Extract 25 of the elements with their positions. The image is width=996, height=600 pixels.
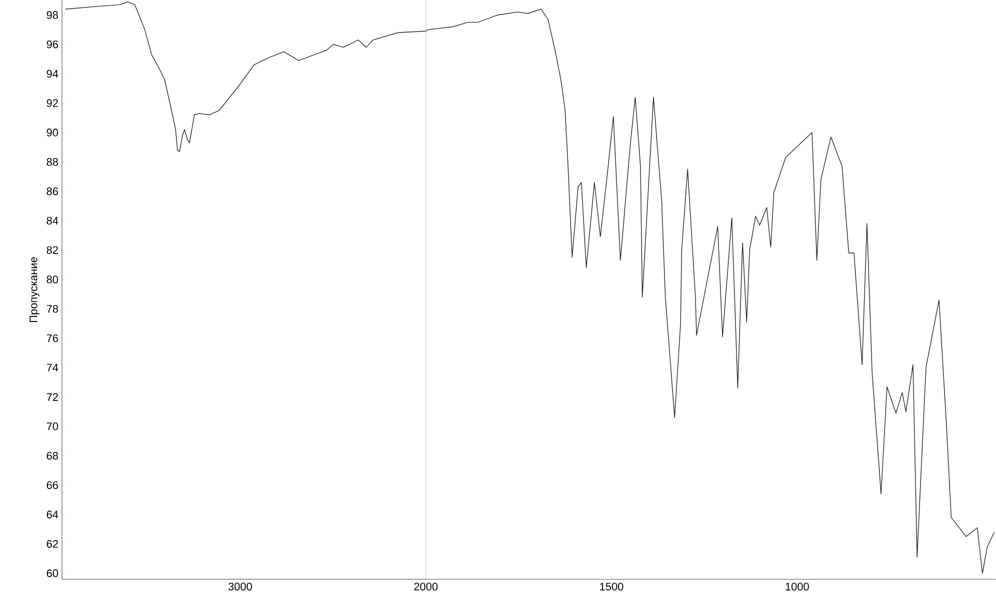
y-tick-label: 70 [46,422,58,430]
y-tick-label: 96 [46,40,58,48]
y-tick-label: 82 [46,246,58,254]
y-tick-label: 94 [46,70,58,78]
y-tick-label: 80 [46,276,58,284]
x-tick-label: 1500 [600,582,624,590]
x-tick-label: 1000 [786,582,809,590]
y-tick-label: 90 [46,128,58,136]
y-axis-title: Пропускание [30,257,40,322]
y-tick-label: 64 [46,510,58,518]
y-tick-label: 92 [46,99,58,107]
y-tick-label: 84 [46,216,58,224]
y-tick-label: 88 [46,158,58,166]
y-tick-label: 60 [46,569,58,578]
y-tick-label: 98 [46,11,58,19]
x-tick-label: 2000 [414,582,438,590]
y-tick-label: 78 [46,304,58,313]
y-tick-label: 74 [46,364,58,372]
x-tick-label: 3000 [228,582,252,590]
y-tick-label: 66 [46,481,58,489]
y-tick-label: 72 [46,393,58,401]
y-tick-label: 62 [46,540,58,548]
y-tick-label: 76 [46,334,58,342]
y-tick-label: 68 [46,452,58,460]
y-tick-label: 86 [46,187,58,196]
